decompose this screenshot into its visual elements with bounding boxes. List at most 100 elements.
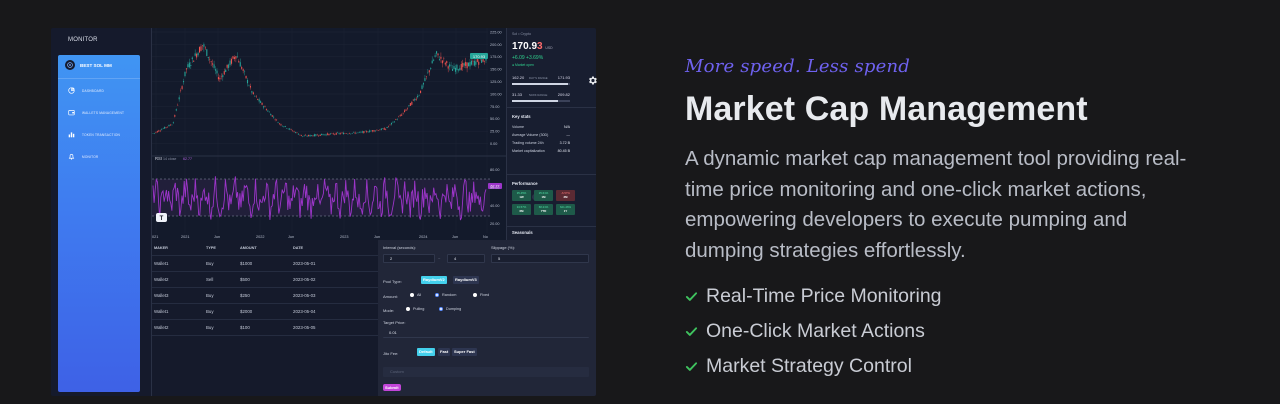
description: A dynamic market cap management tool pro… [685, 147, 1187, 262]
candle-body [436, 51, 438, 54]
interval-max-input[interactable]: 4 [447, 254, 485, 263]
pool-raydiumv2-button[interactable]: RaydiumV2 [421, 276, 447, 284]
performance-cell[interactable]: 25.61% 1M [534, 190, 553, 201]
gear-icon[interactable] [587, 75, 598, 86]
performance-cell[interactable]: 34.57% 6M [512, 204, 531, 215]
candle-body [222, 75, 224, 78]
candle-body [310, 135, 313, 136]
jito-super-fast-button[interactable]: Super Fast [452, 348, 477, 356]
performance-cell[interactable]: -6.57% 3M [556, 190, 575, 201]
table-row[interactable]: Wallet1 Buy $2000 2023-05-04 [152, 304, 379, 320]
time-axis-label: No [483, 235, 488, 239]
candle-body [212, 63, 214, 65]
price-axis: 225.00 200.00 175.00 150.00 125.00 100.00 75.0… [490, 30, 502, 146]
candle-body [187, 64, 189, 68]
brand-name: BEST SOL MM [80, 62, 112, 68]
candle-body [462, 62, 464, 68]
candle-body [366, 131, 368, 133]
rsi-value-label: 62.77 [183, 157, 192, 161]
table-row[interactable]: Wallet2 Sell $500 2023-05-02 [152, 272, 379, 288]
candle-body [481, 59, 483, 63]
price-chart[interactable]: 225.00 200.00 175.00 150.00 125.00 100.00 75.0… [151, 28, 507, 240]
candle-body [182, 81, 185, 83]
table-cell: $500 [240, 277, 250, 282]
candle-body [395, 119, 397, 120]
candle-body [428, 70, 430, 73]
feature-label: One-Click Market Actions [706, 320, 925, 342]
performance-cell[interactable]: 68.21% YTD [534, 204, 553, 215]
jito-fast-button[interactable]: Fast [438, 348, 451, 356]
sidebar-item-wallets[interactable]: WALLETS MANAGEMENT [68, 109, 124, 116]
amount-random-radio[interactable]: Random [435, 293, 456, 297]
candle-body [369, 130, 371, 132]
candle-body [206, 49, 208, 56]
candle-body [415, 98, 417, 100]
brand[interactable]: BEST SOL MM [65, 60, 112, 70]
candle-body [201, 45, 203, 46]
candle-body [478, 61, 480, 65]
candle-body [321, 133, 323, 136]
candle-body [204, 47, 206, 49]
table-cell: Wallet2 [154, 325, 169, 330]
sidebar-item-label: MONITOR [82, 154, 99, 159]
candle-body [440, 56, 442, 59]
candle-body [271, 115, 273, 117]
candle-body [223, 71, 225, 75]
table-cell: Wallet1 [154, 309, 169, 314]
chart-canvas[interactable]: 225.00 200.00 175.00 150.00 125.00 100.00 75.0… [152, 28, 507, 240]
candle-body [289, 128, 291, 130]
table-row[interactable]: Wallet2 Buy $100 2023-05-05 [152, 320, 379, 336]
orders-table: MAKER TYPE AMOUNT DATE Wallet1 Buy $1000 20… [151, 240, 379, 396]
mode-label: Mode: [383, 308, 395, 313]
table-cell: 2023-05-04 [293, 309, 316, 314]
target-price-input[interactable]: 0.01 [383, 329, 589, 338]
candle-body [190, 65, 192, 66]
time-axis-label: Jun [288, 235, 294, 239]
slippage-input[interactable]: 5 [491, 254, 589, 263]
amount-fixed-radio[interactable]: Fixed [473, 293, 489, 297]
candle-body [417, 95, 419, 98]
mode-dumping-radio[interactable]: Dumping [439, 307, 461, 311]
feature-item: Market Strategy Control [685, 355, 912, 378]
pool-raydiumv3-button[interactable]: RaydiumV3 [453, 276, 479, 284]
candle-body [411, 101, 413, 105]
breadcrumb[interactable]: Sol • Crypto [512, 32, 532, 36]
table-row[interactable]: Wallet1 Buy $1000 2023-05-01 [152, 256, 379, 272]
performance-cell[interactable]: 35.45% 1W [512, 190, 531, 201]
candle-body [454, 67, 457, 72]
table-cell: Buy [206, 293, 214, 298]
amount-all-radio[interactable]: All [410, 293, 421, 297]
candle-body [203, 44, 205, 47]
candle-body [399, 115, 401, 117]
candle-body [459, 68, 461, 71]
candle-body [278, 123, 281, 124]
sidebar-item-monitor[interactable]: MONITOR [68, 153, 98, 160]
sidebar-item-dashboard[interactable]: DASHBOARD [68, 87, 104, 94]
candle-body [232, 56, 234, 59]
performance-cell[interactable]: 621.46% 1Y [556, 204, 575, 215]
candle-body [468, 62, 470, 67]
candle-body [444, 62, 446, 65]
candle-body [412, 99, 414, 101]
candle-body [328, 133, 330, 136]
dashboard-icon [68, 87, 75, 94]
sidebar-item-transactions[interactable]: TOKEN TRANSACTION [68, 131, 120, 138]
tagline: More speed. Less spend [685, 56, 911, 77]
time-axis-label: 2023 [340, 235, 348, 239]
current-price: 170.93 USD [512, 41, 553, 52]
jito-default-button[interactable]: Default [417, 348, 435, 356]
custom-fee-input[interactable]: Custom [383, 367, 589, 377]
interval-min-input[interactable]: 2 [383, 254, 435, 263]
feature-label: Market Strategy Control [706, 355, 912, 377]
candle-body [408, 105, 410, 106]
mode-pulling-radio[interactable]: Pulling [406, 307, 424, 311]
candle-body [273, 116, 275, 118]
sidebar-item-label: TOKEN TRANSACTION [82, 132, 120, 137]
candle-body [430, 68, 432, 69]
candle-body [385, 128, 387, 130]
candle-body [258, 99, 260, 102]
time-axis-label: 2024 [419, 235, 427, 239]
table-row[interactable]: Wallet3 Buy $250 2023-05-03 [152, 288, 379, 304]
submit-button[interactable]: Submit [383, 384, 401, 391]
table-cell: Sell [206, 277, 214, 282]
